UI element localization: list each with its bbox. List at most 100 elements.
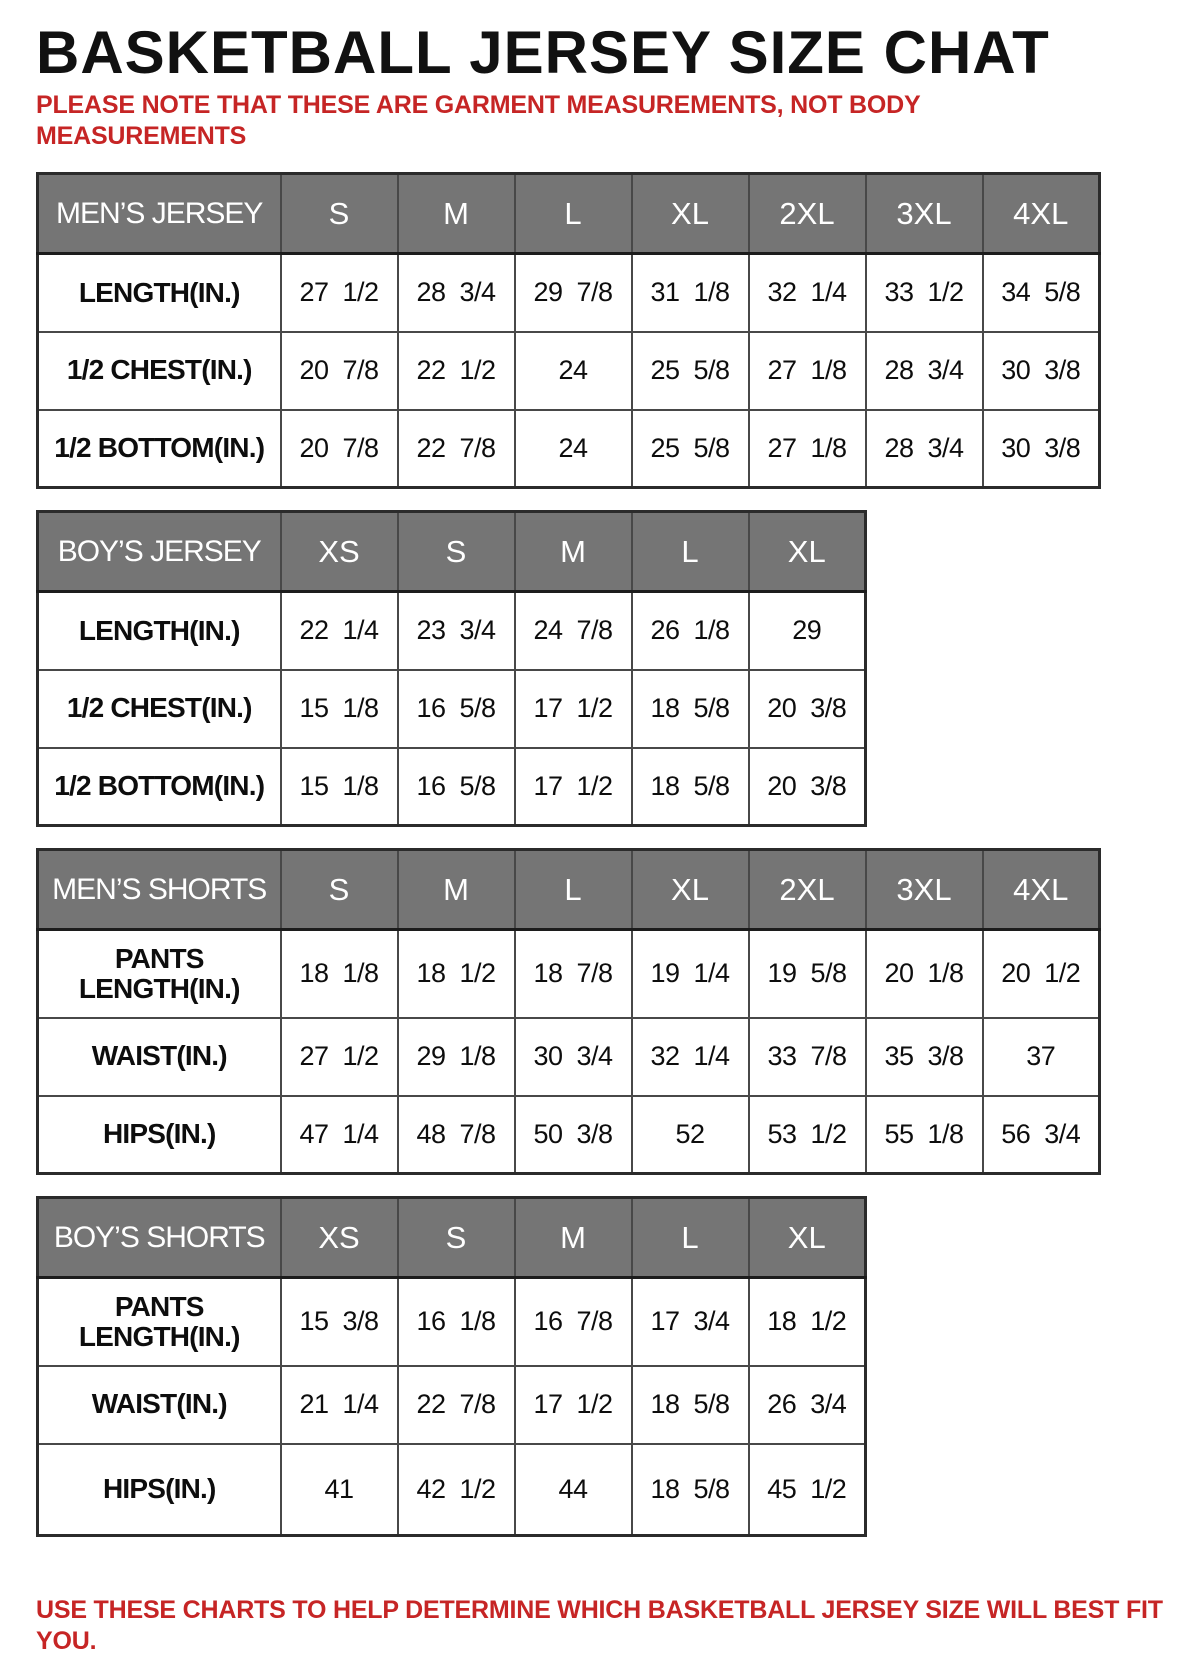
measurement-cell: 26 1/8 [630, 590, 750, 671]
measurement-cell: 29 1/8 [396, 1016, 516, 1097]
measurement-cell: 18 5/8 [630, 1442, 750, 1537]
measurement-cell: 32 1/4 [747, 252, 867, 333]
measurement-cell: 29 [747, 590, 867, 671]
measurement-cell: 30 3/4 [513, 1016, 633, 1097]
measurement-cell: 24 [513, 408, 633, 489]
measurement-cell: 16 7/8 [513, 1276, 633, 1367]
tables-container: MEN’S JERSEY S M L XL 2XL 3XL 4XL LENGTH(IN.) 27 … [36, 172, 1200, 1537]
size-column-header: 2XL [747, 848, 867, 931]
measurement-cell: 47 1/4 [279, 1094, 399, 1175]
measurement-cell: 20 1/8 [864, 928, 984, 1019]
measurement-cell: 34 5/8 [981, 252, 1101, 333]
measurement-cell: 16 5/8 [396, 668, 516, 749]
row-label: 1/2 CHEST(IN.) [36, 668, 282, 749]
row-label: 1/2 BOTTOM(IN.) [36, 408, 282, 489]
size-table-boys-shorts: BOY’S SHORTS XS S M L XL PANTS LENGTH(IN.) 15 3… [36, 1196, 867, 1537]
table-row: WAIST(IN.) 21 1/4 22 7/8 17 1/2 18 5/8 26 3/4 [36, 1364, 867, 1445]
size-column-header: L [513, 848, 633, 931]
size-column-header: S [279, 848, 399, 931]
size-column-header: L [630, 1196, 750, 1279]
table-header-row: BOY’S SHORTS XS S M L XL [36, 1196, 867, 1279]
measurement-cell: 33 1/2 [864, 252, 984, 333]
measurement-cell: 28 3/4 [864, 330, 984, 411]
measurement-cell: 17 3/4 [630, 1276, 750, 1367]
measurement-cell: 32 1/4 [630, 1016, 750, 1097]
measurement-cell: 48 7/8 [396, 1094, 516, 1175]
size-column-header: L [630, 510, 750, 593]
measurement-cell: 33 7/8 [747, 1016, 867, 1097]
size-column-header: XL [630, 172, 750, 255]
measurement-cell: 23 3/4 [396, 590, 516, 671]
table-title-cell: BOY’S SHORTS [36, 1196, 282, 1279]
row-label: LENGTH(IN.) [36, 252, 282, 333]
table-title-cell: BOY’S JERSEY [36, 510, 282, 593]
measurement-cell: 15 1/8 [279, 668, 399, 749]
table-row: LENGTH(IN.) 27 1/2 28 3/4 29 7/8 31 1/8 32 1/… [36, 252, 1101, 333]
measurement-cell: 16 5/8 [396, 746, 516, 827]
measurement-cell: 22 7/8 [396, 1364, 516, 1445]
measurement-cell: 30 3/8 [981, 330, 1101, 411]
row-label: 1/2 CHEST(IN.) [36, 330, 282, 411]
measurement-cell: 20 3/8 [747, 668, 867, 749]
size-column-header: XL [747, 510, 867, 593]
measurement-cell: 20 7/8 [279, 408, 399, 489]
size-column-header: M [513, 510, 633, 593]
row-label: LENGTH(IN.) [36, 590, 282, 671]
table-title-cell: MEN’S JERSEY [36, 172, 282, 255]
bottom-note: USE THESE CHARTS TO HELP DETERMINE WHICH… [36, 1596, 1163, 1655]
row-label: WAIST(IN.) [36, 1364, 282, 1445]
row-label: WAIST(IN.) [36, 1016, 282, 1097]
table-row: HIPS(IN.) 47 1/4 48 7/8 50 3/8 52 53 1/2 55 1/… [36, 1094, 1101, 1175]
size-column-header: XS [279, 1196, 399, 1279]
measurement-cell: 15 1/8 [279, 746, 399, 827]
table-header-row: BOY’S JERSEY XS S M L XL [36, 510, 867, 593]
table-row: HIPS(IN.) 41 42 1/2 44 18 5/8 45 1/2 [36, 1442, 867, 1537]
measurement-cell: 22 1/4 [279, 590, 399, 671]
measurement-cell: 55 1/8 [864, 1094, 984, 1175]
size-column-header: 4XL [981, 172, 1101, 255]
measurement-cell: 19 1/4 [630, 928, 750, 1019]
measurement-cell: 42 1/2 [396, 1442, 516, 1537]
measurement-cell: 25 5/8 [630, 330, 750, 411]
measurement-cell: 45 1/2 [747, 1442, 867, 1537]
measurement-cell: 24 [513, 330, 633, 411]
table-row: 1/2 BOTTOM(IN.) 20 7/8 22 7/8 24 25 5/8 27 1/… [36, 408, 1101, 489]
top-note-line-1: PLEASE NOTE THAT THESE ARE GARMENT MEASU… [36, 91, 921, 119]
table-header-row: MEN’S SHORTS S M L XL 2XL 3XL 4XL [36, 848, 1101, 931]
row-label: PANTS LENGTH(IN.) [36, 1276, 282, 1367]
size-table-mens-shorts: MEN’S SHORTS S M L XL 2XL 3XL 4XL PANTS LENGTH(I… [36, 848, 1101, 1175]
measurement-cell: 44 [513, 1442, 633, 1537]
measurement-cell: 15 3/8 [279, 1276, 399, 1367]
measurement-cell: 56 3/4 [981, 1094, 1101, 1175]
measurement-cell: 35 3/8 [864, 1016, 984, 1097]
table-row: LENGTH(IN.) 22 1/4 23 3/4 24 7/8 26 1/8 29 [36, 590, 867, 671]
size-column-header: 2XL [747, 172, 867, 255]
table-row: 1/2 CHEST(IN.) 15 1/8 16 5/8 17 1/2 18 5/8 20… [36, 668, 867, 749]
size-column-header: S [396, 510, 516, 593]
measurement-cell: 27 1/2 [279, 1016, 399, 1097]
table-row: 1/2 BOTTOM(IN.) 15 1/8 16 5/8 17 1/2 18 5/8 2… [36, 746, 867, 827]
size-column-header: XS [279, 510, 399, 593]
row-label: HIPS(IN.) [36, 1094, 282, 1175]
measurement-cell: 25 5/8 [630, 408, 750, 489]
measurement-cell: 29 7/8 [513, 252, 633, 333]
measurement-cell: 53 1/2 [747, 1094, 867, 1175]
measurement-cell: 18 1/2 [747, 1276, 867, 1367]
measurement-cell: 28 3/4 [396, 252, 516, 333]
measurement-cell: 26 3/4 [747, 1364, 867, 1445]
measurement-cell: 20 7/8 [279, 330, 399, 411]
size-column-header: 3XL [864, 172, 984, 255]
measurement-cell: 31 1/8 [630, 252, 750, 333]
row-label: 1/2 BOTTOM(IN.) [36, 746, 282, 827]
size-table-boys-jersey: BOY’S JERSEY XS S M L XL LENGTH(IN.) 22 1/4 23 3… [36, 510, 867, 827]
top-note-line-2: MEASUREMENTS [36, 121, 247, 150]
table-title-cell: MEN’S SHORTS [36, 848, 282, 931]
page-title: BASKETBALL JERSEY SIZE CHAT [36, 19, 1050, 86]
measurement-cell: 17 1/2 [513, 746, 633, 827]
measurement-cell: 18 5/8 [630, 668, 750, 749]
measurement-cell: 27 1/8 [747, 408, 867, 489]
measurement-cell: 20 3/8 [747, 746, 867, 827]
measurement-cell: 50 3/8 [513, 1094, 633, 1175]
measurement-cell: 18 1/8 [279, 928, 399, 1019]
